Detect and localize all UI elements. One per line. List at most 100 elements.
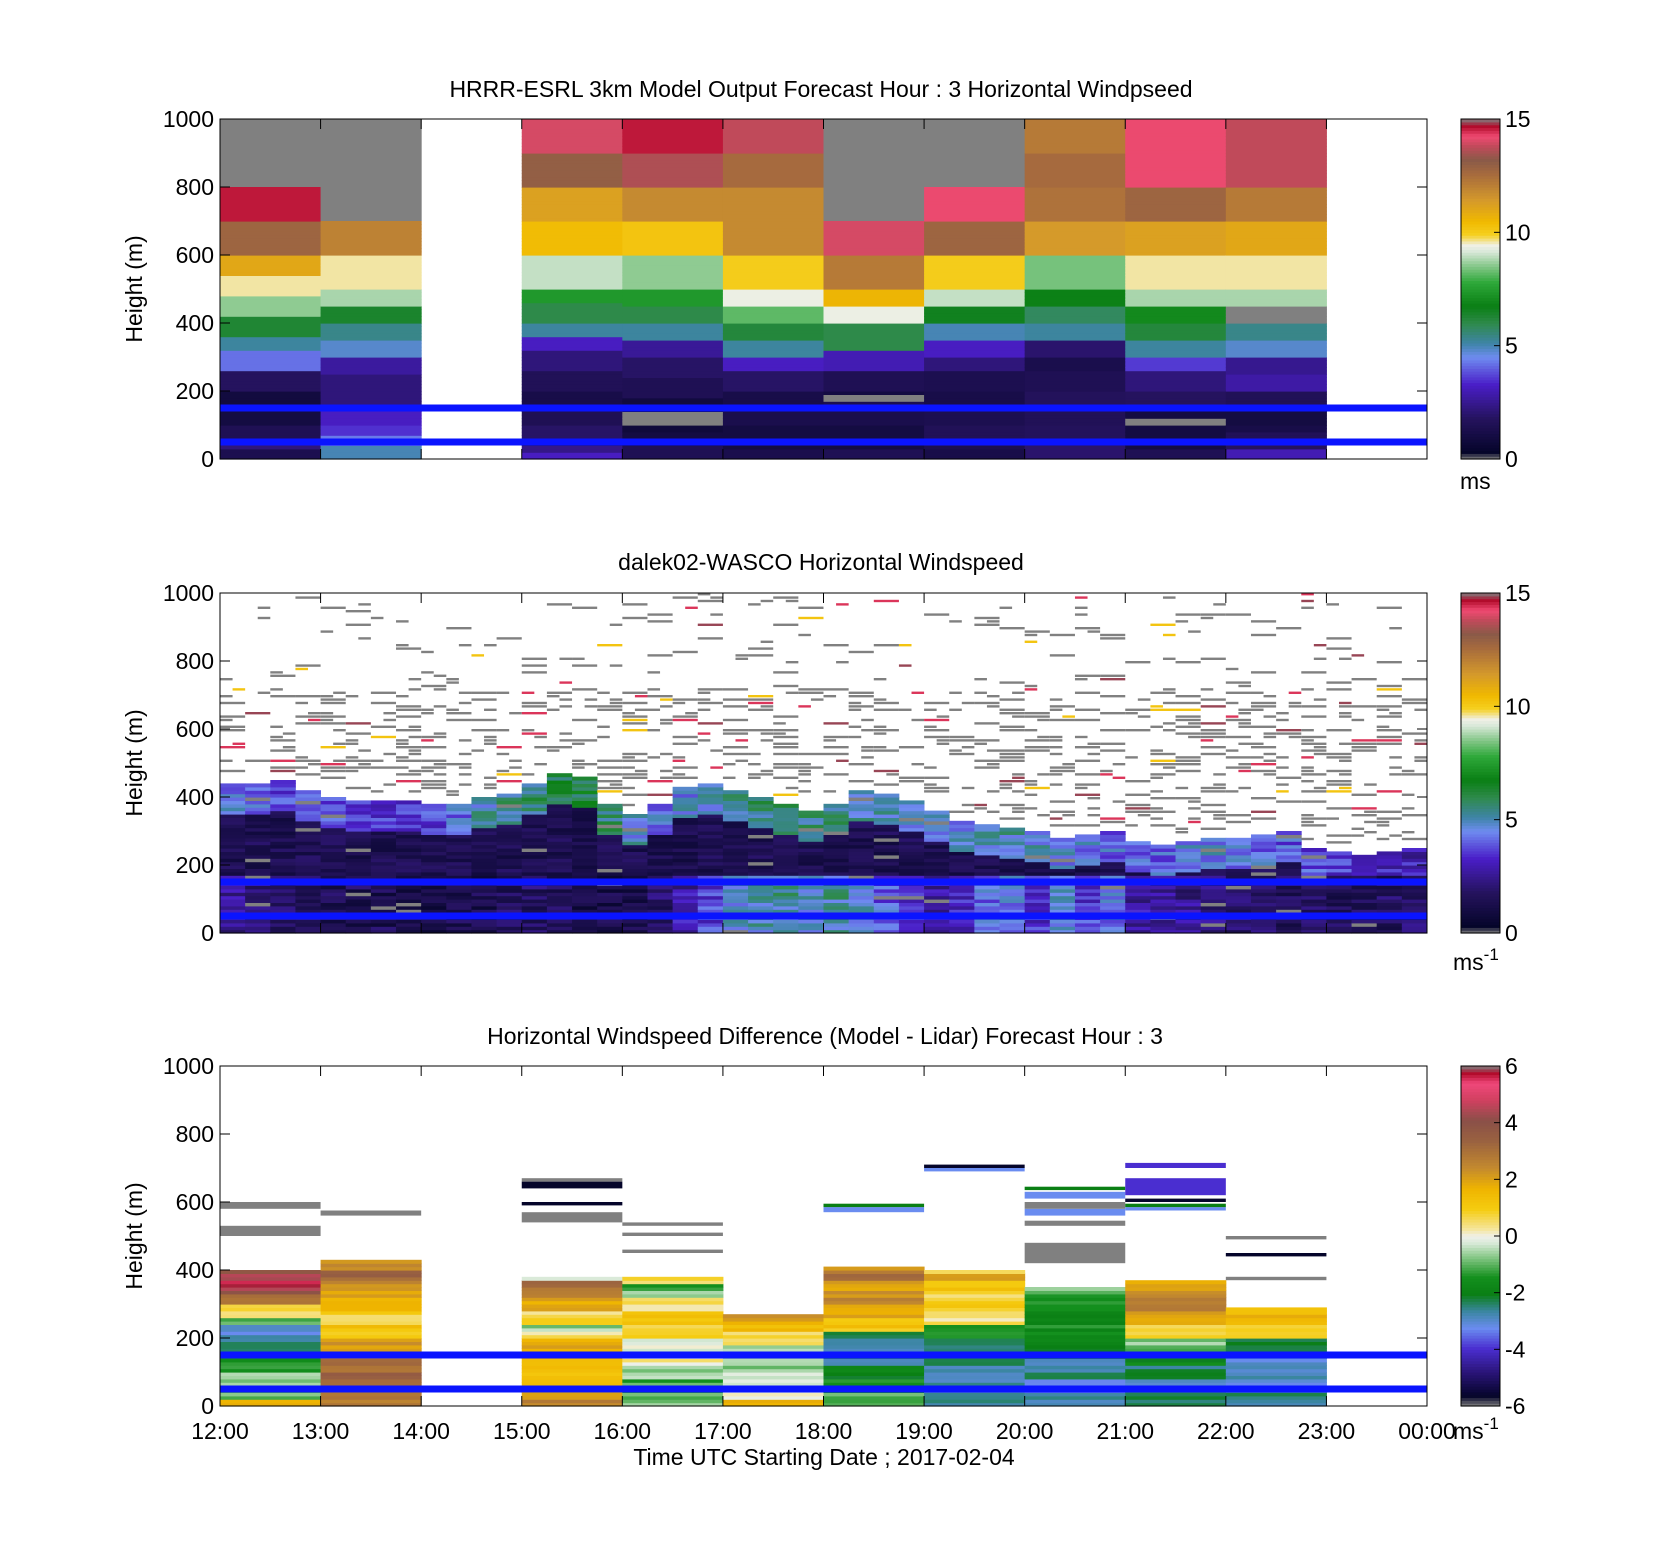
- lidar-cell: [748, 875, 774, 880]
- lidar-cell: [597, 895, 623, 900]
- difference-cell: [320, 1395, 422, 1400]
- model-cell: [1125, 329, 1227, 334]
- lidar-cell: [999, 698, 1025, 701]
- lidar-cell: [295, 773, 321, 776]
- model-cell: [722, 350, 824, 355]
- model-cell: [722, 210, 824, 215]
- model-cell: [521, 411, 623, 416]
- lidar-cell: [408, 749, 422, 752]
- lidar-cell: [245, 922, 271, 927]
- model-cell: [1225, 448, 1327, 453]
- model-cell: [1225, 292, 1327, 297]
- lidar-cell: [974, 766, 1000, 769]
- lidar-cell: [370, 871, 397, 876]
- model-cell: [622, 312, 724, 317]
- difference-cell: [220, 1321, 322, 1325]
- model-cell: [622, 428, 724, 433]
- lidar-cell: [559, 681, 573, 684]
- model-cell: [521, 166, 623, 171]
- lidar-cell: [647, 837, 674, 842]
- lidar-cell: [722, 827, 749, 832]
- colorbar-segment: [1461, 1193, 1500, 1197]
- lidar-cell: [748, 824, 774, 829]
- colorbar-segment: [1461, 450, 1500, 454]
- lidar-cell: [647, 926, 674, 931]
- difference-cell: [220, 1348, 322, 1353]
- lidar-cell: [1276, 718, 1289, 722]
- model-cell: [622, 299, 724, 304]
- lidar-cell: [622, 854, 648, 859]
- model-cell: [521, 353, 623, 358]
- difference-cell: [823, 1399, 925, 1404]
- model-cell: [521, 302, 623, 307]
- difference-cell: [722, 1361, 824, 1366]
- model-cell: [1225, 336, 1327, 341]
- model-cell: [320, 374, 422, 378]
- lidar-cell: [748, 929, 774, 934]
- colorbar-segment: [1461, 1270, 1500, 1274]
- model-cell: [1125, 163, 1227, 168]
- lidar-cell: [697, 599, 723, 603]
- model-cell: [823, 360, 925, 365]
- x-tick-label: 23:00: [1298, 1418, 1356, 1444]
- model-cell: [1024, 363, 1126, 368]
- lidar-cell: [1125, 905, 1151, 910]
- lidar-cell: [823, 888, 850, 893]
- lidar-cell: [245, 759, 271, 762]
- model-cell: [722, 193, 824, 198]
- model-cell: [823, 261, 925, 266]
- lidar-cell: [773, 735, 799, 739]
- lidar-cell: [760, 732, 774, 735]
- lidar-cell: [672, 807, 699, 812]
- colorbar-segment: [1461, 286, 1500, 290]
- colorbar-segment: [1461, 249, 1500, 253]
- colorbar-segment: [1461, 649, 1500, 654]
- difference-cell: [924, 1273, 1026, 1278]
- lidar-cell: [396, 715, 422, 718]
- colorbar-segment: [1461, 1221, 1500, 1226]
- lidar-cell: [446, 888, 472, 893]
- lidar-cell: [999, 841, 1026, 846]
- lidar-cell: [245, 858, 271, 863]
- model-cell: [622, 200, 724, 205]
- model-cell: [1125, 176, 1227, 181]
- model-cell: [521, 217, 623, 222]
- lidar-cell: [320, 766, 346, 769]
- colorbar-segment: [1461, 593, 1500, 597]
- lidar-cell: [345, 817, 372, 822]
- lidar-cell: [873, 827, 900, 832]
- colorbar-segment: [1461, 1386, 1500, 1390]
- model-cell: [924, 323, 1026, 327]
- lidar-cell: [1250, 895, 1277, 900]
- lidar-cell: [1175, 848, 1202, 852]
- lidar-cell: [1401, 868, 1428, 873]
- lidar-cell: [1200, 729, 1226, 732]
- model-cell: [521, 197, 623, 202]
- colorbar-segment: [1461, 272, 1500, 276]
- lidar-cell: [823, 735, 849, 739]
- lidar-cell: [823, 875, 850, 880]
- colorbar-tick-label: 5: [1505, 807, 1518, 833]
- lidar-cell: [722, 905, 749, 910]
- lidar-cell: [911, 763, 925, 766]
- panel-model-cells: [220, 119, 1327, 460]
- colorbar-segment: [1461, 811, 1500, 815]
- model-cell: [320, 363, 422, 368]
- colorbar-segment: [1461, 848, 1500, 852]
- model-cell: [622, 333, 724, 338]
- colorbar-segment: [1461, 354, 1500, 358]
- difference-cell: [220, 1334, 322, 1339]
- model-cell: [521, 323, 623, 327]
- lidar-cell: [496, 831, 523, 835]
- model-cell: [722, 289, 824, 293]
- lidar-cell: [773, 623, 799, 626]
- lidar-cell: [622, 824, 648, 829]
- model-cell: [924, 319, 1026, 324]
- difference-cell: [1024, 1338, 1126, 1342]
- model-cell: [220, 455, 322, 460]
- difference-cell: [823, 1300, 925, 1305]
- lidar-cell: [898, 844, 925, 849]
- lidar-cell: [1326, 790, 1352, 793]
- lidar-cell: [1250, 892, 1277, 897]
- model-cell: [924, 278, 1026, 283]
